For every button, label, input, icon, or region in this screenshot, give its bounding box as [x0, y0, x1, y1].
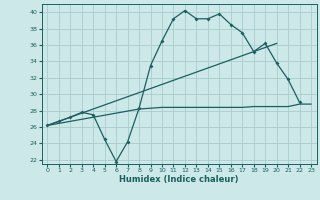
X-axis label: Humidex (Indice chaleur): Humidex (Indice chaleur) [119, 175, 239, 184]
